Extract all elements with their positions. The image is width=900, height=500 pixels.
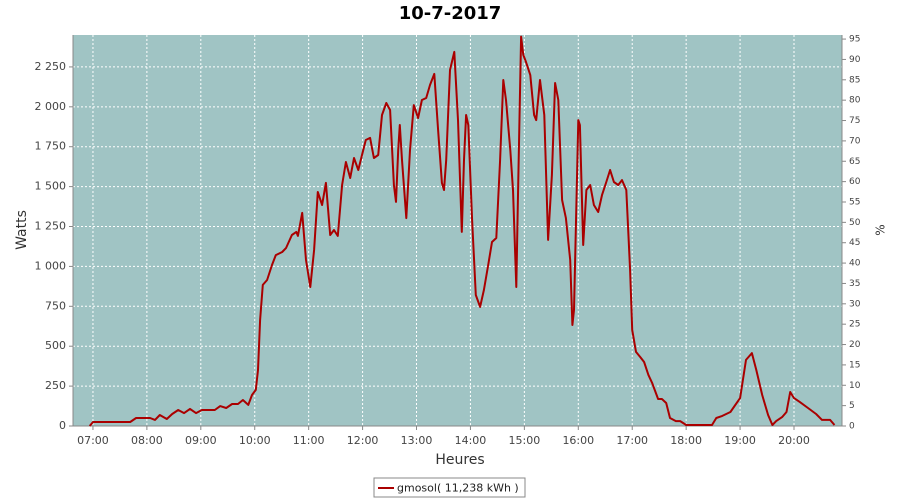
y2-tick-label: 5 — [849, 401, 855, 411]
y-tick-label: 0 — [59, 419, 66, 432]
x-tick-label: 11:00 — [293, 434, 325, 447]
y2-tick-label: 15 — [849, 360, 860, 370]
y2-tick-label: 45 — [849, 238, 860, 248]
y2-tick-label: 60 — [849, 177, 861, 187]
x-tick-label: 12:00 — [347, 434, 379, 447]
y2-tick-label: 10 — [849, 381, 861, 391]
x-tick-label: 09:00 — [185, 434, 217, 447]
y-tick-label: 1 250 — [35, 220, 67, 233]
y-tick-label: 1 000 — [35, 259, 67, 272]
x-tick-label: 17:00 — [616, 434, 648, 447]
x-tick-label: 13:00 — [401, 434, 433, 447]
x-tick-label: 10:00 — [239, 434, 271, 447]
y2-tick-label: 80 — [849, 96, 861, 106]
y2-axis-title: % — [874, 224, 888, 235]
y2-tick-label: 50 — [849, 218, 861, 228]
y-tick-label: 500 — [45, 339, 66, 352]
y2-tick-label: 0 — [849, 422, 855, 432]
y-axis-title: Watts — [14, 210, 30, 250]
y2-tick-label: 55 — [849, 197, 860, 207]
x-tick-label: 18:00 — [670, 434, 702, 447]
y2-tick-label: 95 — [849, 35, 860, 45]
legend — [373, 477, 526, 498]
x-tick-label: 20:00 — [778, 434, 810, 447]
y-tick-label: 2 000 — [35, 100, 67, 113]
x-tick-label: 15:00 — [509, 434, 541, 447]
y2-tick-label: 20 — [849, 340, 861, 350]
y2-tick-label: 90 — [849, 55, 861, 65]
x-tick-label: 16:00 — [562, 434, 594, 447]
y-tick-label: 750 — [45, 299, 66, 312]
y2-tick-label: 35 — [849, 279, 860, 289]
y2-tick-label: 25 — [849, 320, 860, 330]
y2-tick-label: 75 — [849, 116, 860, 126]
x-axis-title: Heures — [435, 452, 484, 468]
y-tick-label: 1 750 — [35, 140, 67, 153]
y2-tick-label: 30 — [849, 299, 861, 309]
x-tick-label: 14:00 — [455, 434, 487, 447]
x-tick-label: 08:00 — [131, 434, 163, 447]
y2-tick-label: 85 — [849, 75, 860, 85]
y-tick-label: 2 250 — [35, 60, 67, 73]
chart-title: 10-7-2017 — [399, 3, 502, 24]
y2-tick-label: 40 — [849, 259, 861, 269]
legend-label: gmosol( 11,238 kWh ) — [397, 482, 519, 495]
x-tick-label: 19:00 — [724, 434, 756, 447]
grid — [73, 35, 842, 427]
y2-tick-label: 65 — [849, 157, 860, 167]
x-tick-label: 07:00 — [77, 434, 109, 447]
y-tick-label: 250 — [45, 379, 66, 392]
y2-tick-label: 70 — [849, 136, 861, 146]
y-tick-label: 1 500 — [35, 180, 67, 193]
series-line — [88, 35, 836, 427]
